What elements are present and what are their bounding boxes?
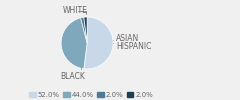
Text: HISPANIC: HISPANIC xyxy=(113,42,152,51)
Text: WHITE: WHITE xyxy=(62,6,87,15)
Wedge shape xyxy=(81,17,87,43)
Wedge shape xyxy=(84,17,87,43)
Wedge shape xyxy=(61,18,87,69)
Wedge shape xyxy=(84,17,113,69)
Text: ASIAN: ASIAN xyxy=(113,34,139,43)
Legend: 52.0%, 44.0%, 2.0%, 2.0%: 52.0%, 44.0%, 2.0%, 2.0% xyxy=(29,91,154,98)
Text: BLACK: BLACK xyxy=(60,68,85,81)
